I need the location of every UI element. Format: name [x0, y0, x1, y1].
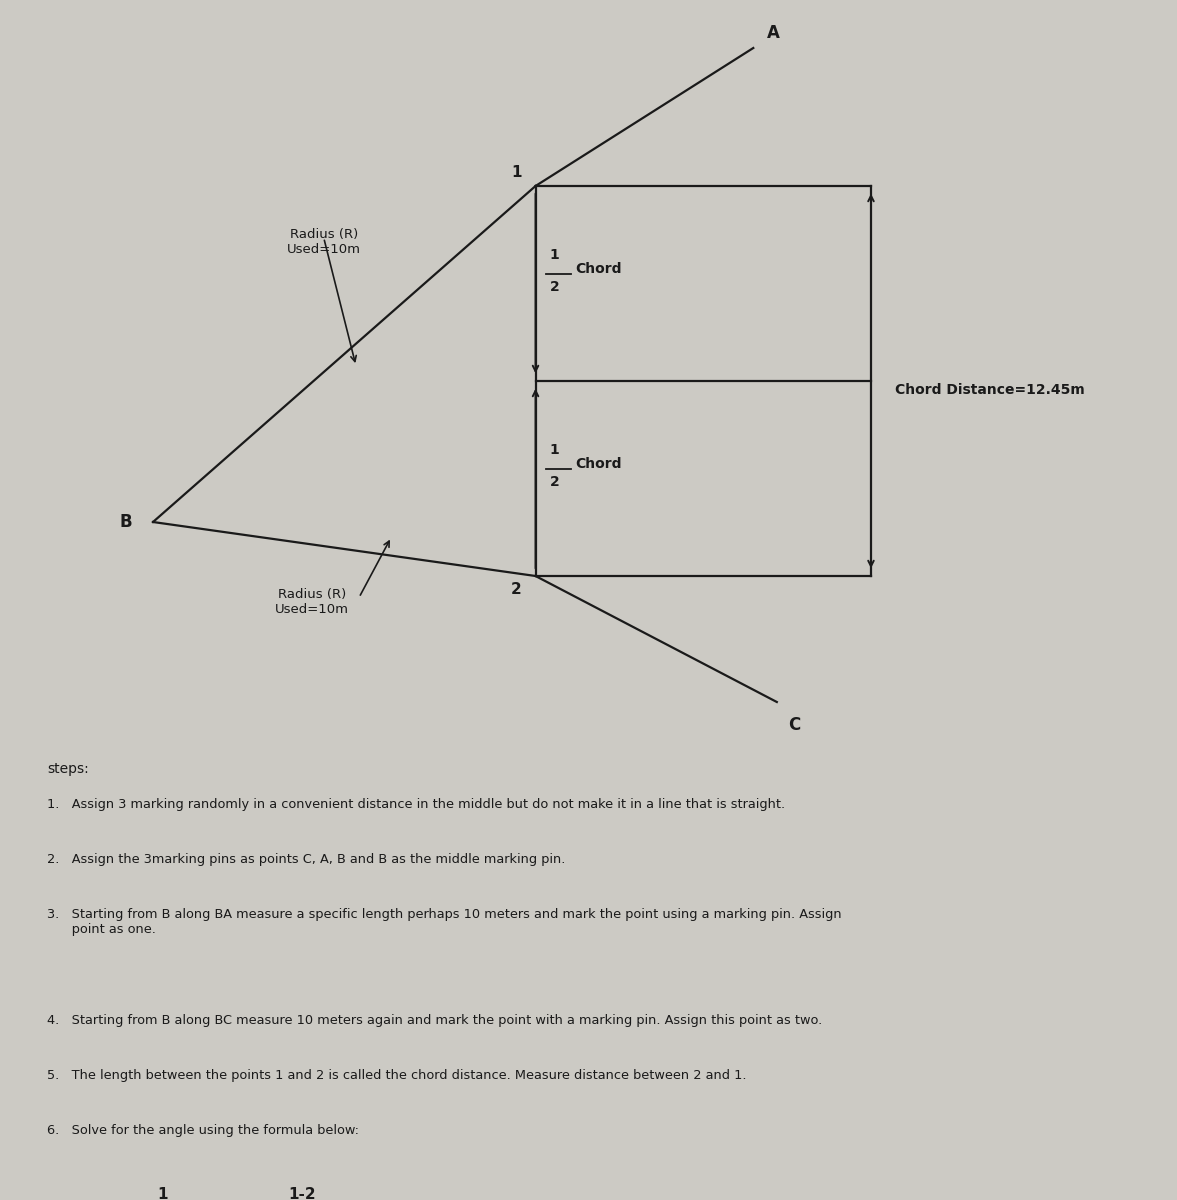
Text: 1: 1 — [550, 443, 559, 457]
Text: C: C — [789, 716, 800, 734]
Text: 2: 2 — [550, 280, 559, 294]
Text: 1: 1 — [158, 1188, 167, 1200]
Text: Radius (R)
Used=10m: Radius (R) Used=10m — [287, 228, 360, 256]
Text: 3.   Starting from B along BA measure a specific length perhaps 10 meters and ma: 3. Starting from B along BA measure a sp… — [47, 908, 842, 936]
Text: 1.   Assign 3 marking randomly in a convenient distance in the middle but do not: 1. Assign 3 marking randomly in a conven… — [47, 798, 785, 811]
Text: Chord: Chord — [576, 457, 623, 472]
Text: Radius (R)
Used=10m: Radius (R) Used=10m — [275, 588, 348, 616]
Text: B: B — [119, 514, 132, 530]
Text: 2: 2 — [550, 475, 559, 488]
Text: 4.   Starting from B along BC measure 10 meters again and mark the point with a : 4. Starting from B along BC measure 10 m… — [47, 1014, 823, 1027]
Text: 2: 2 — [511, 582, 521, 596]
Text: Chord: Chord — [576, 262, 623, 276]
Text: 1: 1 — [511, 164, 521, 180]
Text: 1-2: 1-2 — [288, 1188, 315, 1200]
Text: 5.   The length between the points 1 and 2 is called the chord distance. Measure: 5. The length between the points 1 and 2… — [47, 1069, 746, 1082]
Text: 2.   Assign the 3marking pins as points C, A, B and B as the middle marking pin.: 2. Assign the 3marking pins as points C,… — [47, 853, 565, 866]
Text: steps:: steps: — [47, 762, 88, 776]
Text: 1: 1 — [550, 248, 559, 262]
Text: A: A — [767, 24, 780, 42]
Text: 6.   Solve for the angle using the formula below:: 6. Solve for the angle using the formula… — [47, 1124, 359, 1138]
Text: Chord Distance=12.45m: Chord Distance=12.45m — [895, 383, 1084, 397]
